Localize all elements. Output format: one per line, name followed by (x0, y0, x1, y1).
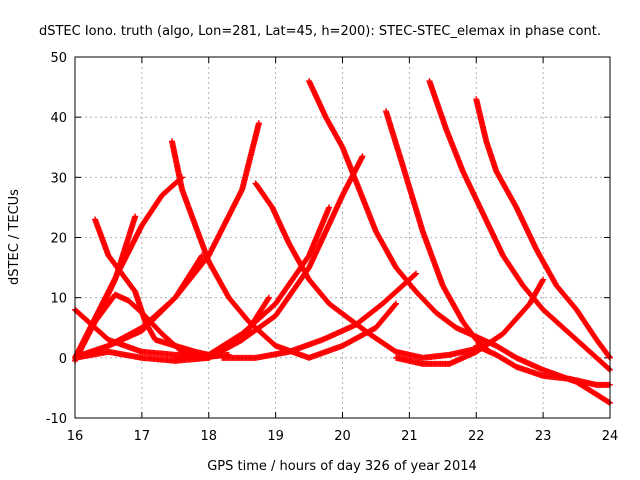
data-point (413, 270, 420, 277)
y-tick-label: 0 (59, 352, 67, 367)
chart-title: dSTEC Iono. truth (algo, Lon=281, Lat=45… (39, 24, 601, 39)
x-tick-label: 20 (334, 429, 351, 444)
track-19 (473, 342, 613, 388)
track-16 (426, 78, 613, 373)
y-tick-label: 20 (50, 232, 67, 247)
track-18 (393, 276, 547, 367)
track-14 (219, 270, 420, 361)
y-tick-label: -10 (46, 412, 67, 427)
track-10 (252, 180, 480, 361)
data-point (198, 253, 205, 260)
data-point (605, 399, 612, 406)
data-point (199, 252, 206, 259)
track-11 (205, 153, 366, 361)
track-17 (473, 96, 613, 361)
data-point (606, 353, 613, 360)
grid-lines (75, 57, 610, 418)
x-tick-label: 16 (67, 429, 84, 444)
data-point (393, 300, 399, 307)
y-tick-label: 30 (50, 171, 67, 186)
x-tick-label: 22 (468, 429, 485, 444)
plot-frame (74, 56, 611, 419)
track-15 (382, 108, 493, 355)
x-tick-label: 18 (200, 429, 217, 444)
x-tick-label: 21 (401, 429, 418, 444)
data-point (606, 366, 613, 373)
track-12 (172, 204, 333, 361)
y-axis-label: dSTEC / TECUs (7, 189, 22, 285)
data-point (412, 271, 419, 278)
x-tick-label: 19 (267, 429, 284, 444)
x-tick-label: 24 (602, 429, 619, 444)
x-axis-ticks: 16 17 18 19 20 21 22 23 24 (67, 57, 619, 444)
track-9 (105, 120, 262, 349)
y-tick-label: 40 (50, 111, 67, 126)
data-point (326, 204, 333, 211)
data-point (392, 301, 399, 308)
x-tick-label: 17 (134, 429, 151, 444)
data-point (255, 120, 262, 127)
data-point (359, 153, 366, 160)
y-axis-ticks: -10 0 10 20 30 40 50 (46, 51, 610, 427)
data-points (72, 78, 613, 406)
y-tick-label: 10 (50, 292, 67, 307)
data-point (132, 213, 139, 220)
data-point (540, 276, 547, 283)
y-tick-label: 50 (50, 51, 67, 66)
data-point (265, 294, 272, 301)
data-point (265, 295, 272, 302)
track-6 (72, 174, 185, 361)
x-axis-label: GPS time / hours of day 326 of year 2014 (207, 459, 477, 474)
x-tick-label: 23 (535, 429, 552, 444)
